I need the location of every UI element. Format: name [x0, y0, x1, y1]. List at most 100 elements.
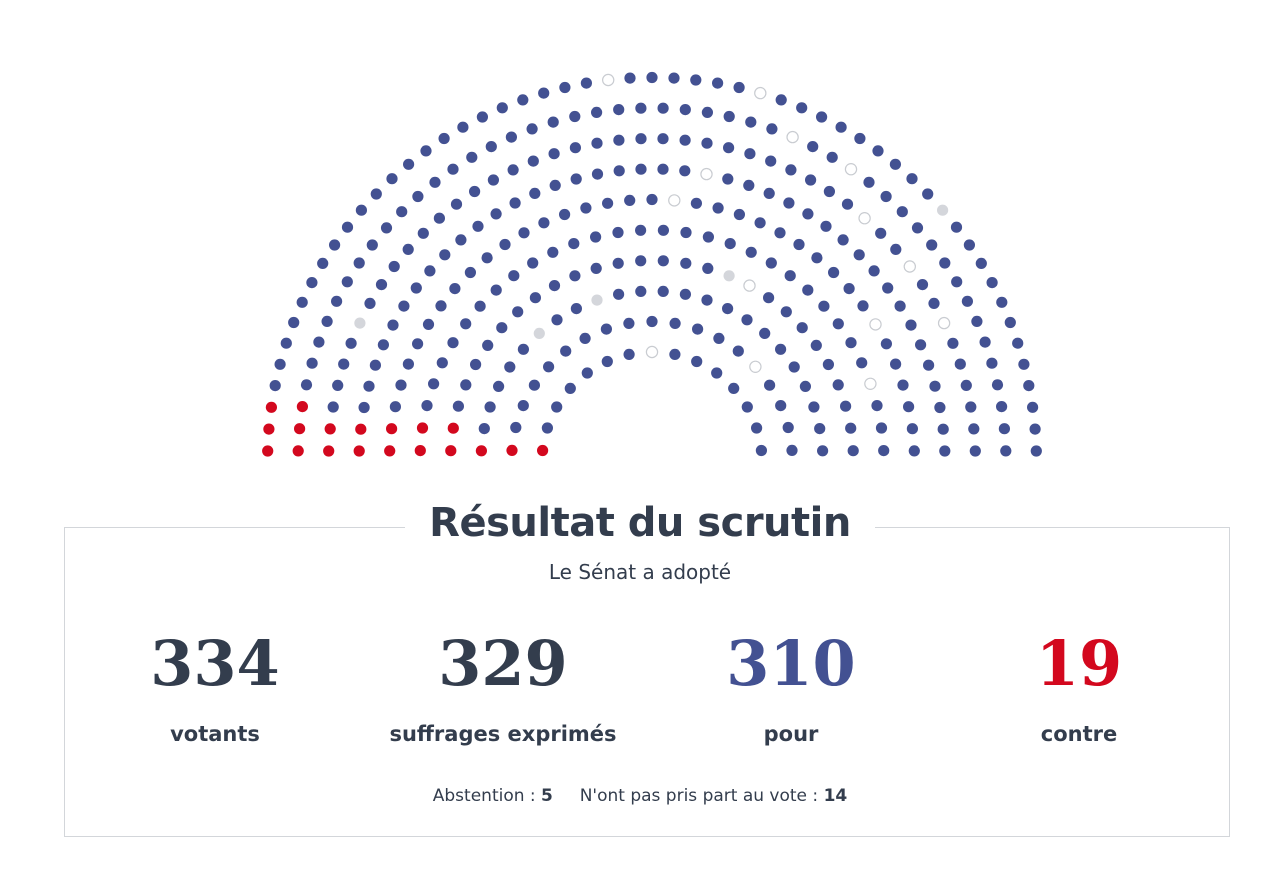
seat-pour	[979, 336, 991, 348]
seat-pour	[951, 276, 963, 288]
seat-pour	[613, 165, 625, 177]
seat-pour	[711, 367, 723, 379]
seat-pour	[903, 401, 915, 413]
abstention-value: 5	[541, 786, 553, 806]
seat-pour	[613, 288, 625, 300]
seat-pour	[345, 337, 357, 349]
seat-pour	[635, 224, 647, 236]
seat-pour	[436, 357, 448, 369]
seat-pour	[765, 155, 777, 167]
seat-pour	[505, 131, 517, 143]
seat-pour	[420, 145, 432, 157]
seat-pour	[986, 357, 998, 369]
seat-pour	[538, 87, 550, 99]
seat-pour	[624, 194, 636, 206]
seat-pour	[732, 345, 744, 357]
seat-pour	[965, 401, 977, 413]
seat-pour	[280, 337, 292, 349]
seat-pour	[1000, 445, 1012, 457]
seat-pour	[780, 306, 792, 318]
seat-pour	[960, 379, 972, 391]
seat-pour	[975, 257, 987, 269]
seat-pour	[591, 106, 603, 118]
seat-pour	[447, 163, 459, 175]
seat-pour	[808, 401, 820, 413]
stat-pour-label: pour	[763, 722, 819, 746]
seat-pour	[317, 257, 329, 269]
seat-pour	[613, 104, 625, 116]
seat-pour	[679, 104, 691, 116]
seat-contre	[294, 423, 306, 435]
seat-npp	[869, 318, 882, 331]
seat-pour	[775, 343, 787, 355]
seat-pour	[517, 343, 530, 355]
seat-pour	[774, 227, 786, 239]
seat-pour	[474, 300, 486, 312]
seat-pour	[853, 249, 865, 261]
seat-pour	[968, 423, 980, 435]
seat-pour	[484, 401, 496, 413]
seat-pour	[939, 257, 951, 269]
seat-pour	[835, 121, 847, 133]
seat-abstention	[723, 270, 735, 282]
seat-pour	[814, 423, 826, 435]
seat-pour	[896, 206, 908, 218]
seat-contre	[447, 422, 459, 434]
seat-contre	[292, 445, 304, 457]
seat-pour	[868, 265, 880, 277]
seat-contre	[537, 444, 549, 457]
seat-pour	[410, 282, 422, 294]
seat-pour	[428, 378, 440, 390]
seat-pour	[843, 283, 855, 295]
seat-pour	[472, 220, 484, 232]
seat-pour	[916, 279, 929, 291]
seat-pour	[452, 400, 464, 412]
seat-pour	[657, 133, 669, 145]
seat-pour	[541, 422, 554, 434]
seat-pour	[763, 292, 775, 304]
seat-pour	[744, 148, 756, 160]
seat-abstention	[354, 317, 366, 329]
seat-pour	[570, 303, 583, 315]
seat-pour	[763, 187, 775, 199]
seat-pour	[679, 134, 691, 146]
seat-npp	[858, 211, 871, 225]
seat-pour	[811, 252, 823, 264]
seat-pour	[657, 255, 669, 267]
seat-npp	[754, 86, 767, 100]
seat-pour	[889, 158, 902, 170]
seat-contre	[445, 445, 457, 457]
seat-pour	[969, 445, 981, 457]
seat-pour	[551, 401, 563, 413]
seat-pour	[728, 382, 740, 394]
seat-pour	[841, 198, 854, 210]
seat-pour	[668, 72, 680, 84]
seat-contre	[353, 445, 365, 457]
vote-footnote: Abstention : 5 N'ont pas pris part au vo…	[0, 786, 1280, 806]
result-subtitle: Le Sénat a adopté	[548, 560, 732, 584]
seat-pour	[775, 94, 787, 106]
seat-pour	[854, 132, 866, 145]
seat-pour	[526, 123, 538, 135]
seat-pour	[570, 173, 582, 185]
seat-pour	[450, 198, 463, 210]
seat-pour	[496, 322, 508, 334]
seat-pour	[796, 322, 808, 334]
seat-pour	[321, 315, 333, 327]
abstention-label: Abstention :	[432, 786, 536, 806]
seat-pour	[837, 234, 849, 246]
seat-pour	[395, 379, 407, 391]
seat-pour	[998, 423, 1011, 435]
seat-pour	[528, 379, 541, 391]
seat-pour	[464, 266, 476, 279]
seat-pour	[613, 134, 625, 146]
seat-pour	[300, 379, 313, 391]
seat-pour	[823, 185, 836, 198]
seat-pour	[986, 277, 998, 289]
seat-pour	[875, 227, 887, 239]
seat-pour	[996, 401, 1008, 413]
seat-pour	[741, 401, 753, 413]
seat-npp	[864, 377, 877, 390]
seat-pour	[816, 111, 828, 123]
seat-pour	[538, 217, 550, 229]
